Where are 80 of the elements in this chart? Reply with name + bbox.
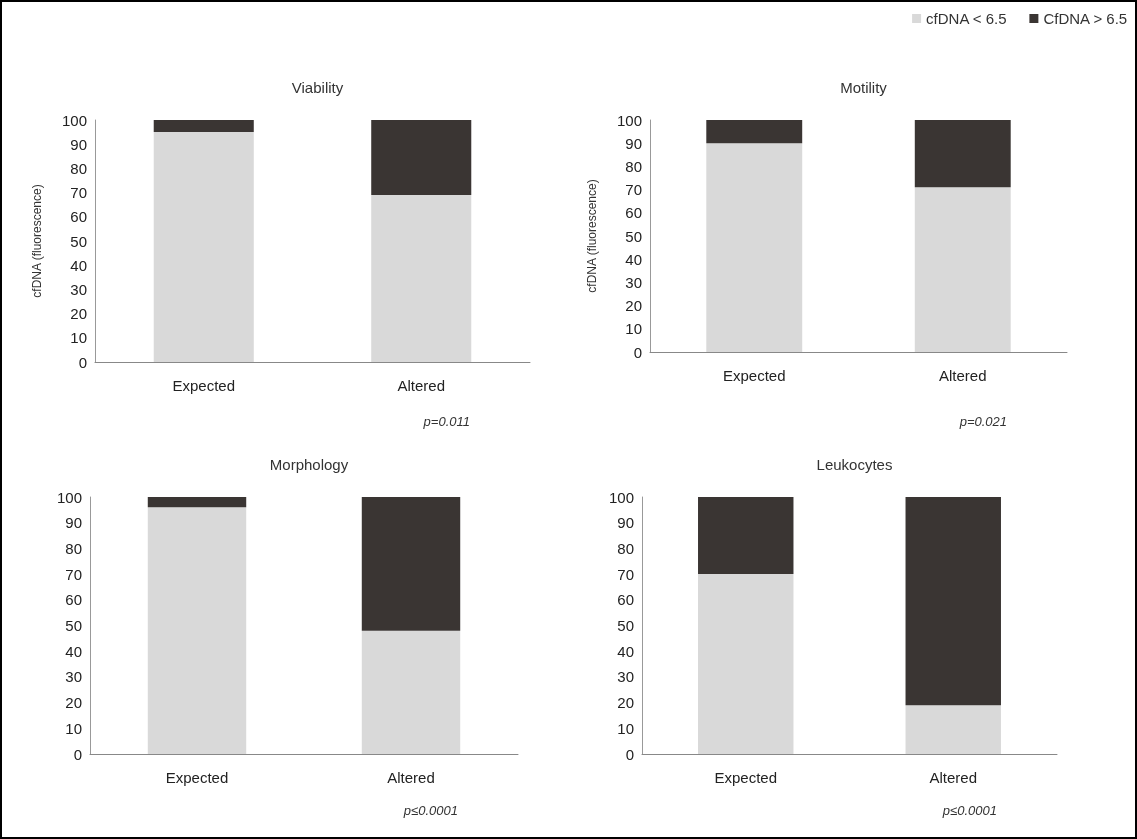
y-tick-label: 50 [65,617,82,634]
y-tick-label: 50 [70,232,87,250]
x-tick-label: Altered [938,367,987,384]
y-tick-label: 90 [65,514,82,532]
bar [371,120,472,196]
y-tick-label: 30 [70,280,87,298]
y-tick-label: 10 [65,719,82,737]
y-tick-label: 50 [617,617,634,634]
y-tick-label: 100 [56,488,82,506]
bar [706,120,803,144]
y-tick-label: 40 [65,642,82,660]
y-tick-label: 90 [617,514,634,532]
y-tick-label: 60 [65,591,82,609]
y-tick-label: 40 [625,250,642,268]
y-tick-label: 30 [65,668,82,686]
y-tick-label: 80 [617,539,634,557]
x-tick-label: Expected [165,769,229,786]
y-tick-label: 70 [70,184,87,202]
y-tick-label: 80 [65,539,82,557]
chart-title: Viability [291,79,344,96]
y-tick-label: 30 [625,273,642,291]
y-tick-label: 20 [625,297,642,315]
text: p≤0.0001 [402,803,459,818]
y-tick-label: 0 [633,343,642,361]
y-tick-label: 0 [78,353,87,371]
chart-title: Morphology [269,456,349,473]
y-tick-label: 10 [625,320,642,338]
text: p=0.021 [958,414,1008,429]
y-tick-label: 0 [73,745,82,763]
y-tick-label: 70 [617,565,634,583]
y-tick-label: 30 [617,668,634,686]
bar [905,497,1001,706]
legend-label: CfDNA > 6.5 [1043,10,1128,27]
y-tick-label: 90 [625,134,642,152]
y-axis-title: cfDNA (fluorescence) [585,179,599,293]
bar [147,497,247,508]
bar [905,705,1001,754]
bar [153,120,254,133]
y-tick-label: 90 [70,135,87,153]
text: p≤0.0001 [941,803,998,818]
x-tick-label: Altered [929,769,978,786]
x-tick-label: Expected [722,367,786,384]
y-tick-label: 20 [70,305,87,323]
x-tick-label: Expected [714,769,778,786]
text: p=0.011 [422,414,470,429]
legend-label: cfDNA < 6.5 [926,10,1007,27]
y-tick-label: 60 [625,204,642,222]
y-tick-label: 70 [625,181,642,199]
y-tick-label: 100 [61,111,87,129]
y-tick-label: 40 [617,642,634,660]
y-tick-label: 100 [616,111,642,129]
y-tick-label: 80 [625,157,642,175]
y-tick-label: 70 [65,565,82,583]
y-tick-label: 80 [70,159,87,177]
x-tick-label: Altered [397,377,446,394]
x-tick-label: Altered [387,769,435,786]
bar [361,630,461,754]
bar [698,497,794,575]
y-tick-label: 20 [617,694,634,712]
bar [153,132,254,362]
bar [698,574,794,754]
y-tick-label: 60 [70,208,87,226]
y-tick-label: 10 [70,329,87,347]
chart-title: Leukocytes [816,456,893,473]
bar [914,120,1011,188]
chart-title: Motility [840,79,888,96]
y-axis-title: cfDNA (fluorescence) [30,184,44,298]
y-tick-label: 10 [617,719,634,737]
y-tick-label: 50 [625,227,642,245]
y-tick-label: 100 [608,488,634,506]
bar [371,195,472,362]
y-tick-label: 0 [625,745,634,763]
bar [147,507,247,754]
y-tick-label: 40 [70,256,87,274]
bar [706,143,803,352]
y-tick-label: 20 [65,694,82,712]
bar [914,187,1011,352]
bar [361,497,461,631]
y-tick-label: 60 [617,591,634,609]
x-tick-label: Expected [172,377,236,394]
